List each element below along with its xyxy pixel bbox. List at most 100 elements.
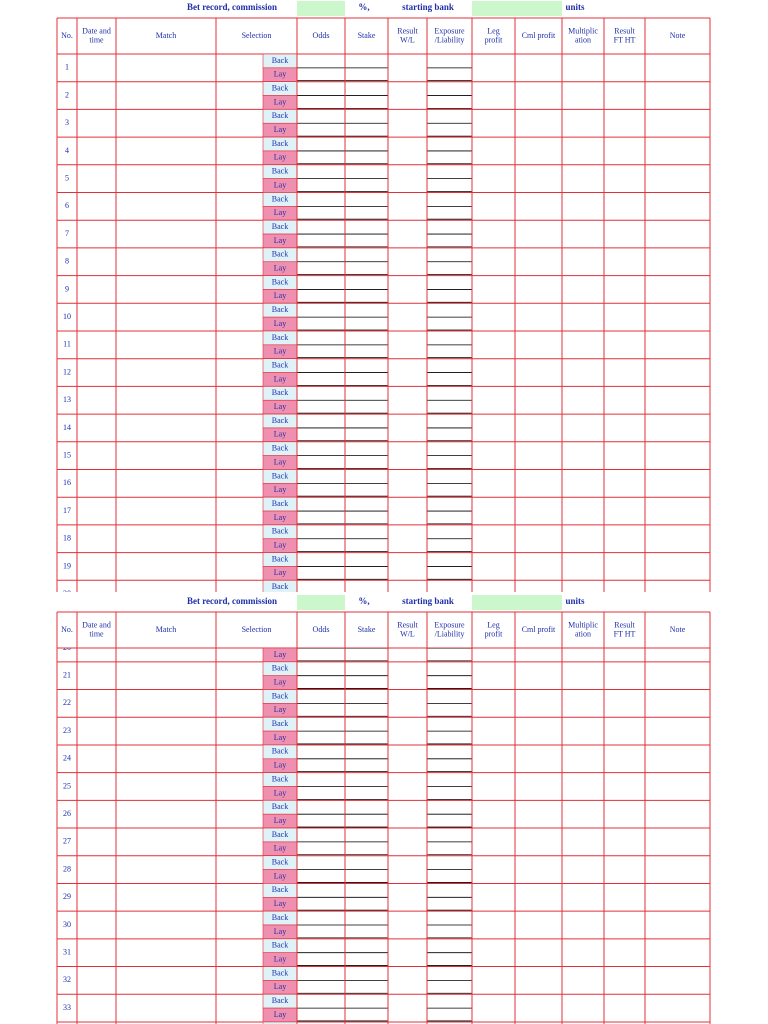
lay-label: Lay	[274, 236, 286, 245]
back-label: Back	[272, 664, 288, 673]
commission-input	[297, 595, 345, 610]
lay-label: Lay	[274, 457, 286, 466]
row-number: 25	[63, 781, 71, 790]
column-header: Stake	[358, 625, 376, 634]
lay-label: Lay	[274, 1010, 286, 1019]
column-header: Exposure	[434, 620, 465, 629]
row-number: 29	[63, 892, 71, 901]
back-label: Back	[272, 56, 288, 65]
back-label: Back	[272, 719, 288, 728]
bank-input	[472, 1, 562, 16]
column-header: Cml profit	[522, 31, 556, 40]
lay-label: Lay	[274, 788, 286, 797]
column-header: profit	[485, 629, 504, 638]
column-header: Result	[397, 620, 418, 629]
section: Bet record, commission%, starting bank uni…	[56, 595, 711, 1024]
back-cell	[262, 648, 298, 649]
back-label: Back	[272, 111, 288, 120]
lay-label: Lay	[274, 264, 286, 273]
lay-label: Lay	[274, 208, 286, 217]
lay-label: Lay	[274, 97, 286, 106]
row-number: 26	[63, 809, 71, 818]
column-header: Date and	[82, 620, 111, 629]
back-label: Back	[272, 885, 288, 894]
lay-label: Lay	[274, 650, 286, 659]
row-number: 20	[63, 643, 71, 652]
lay-label: Lay	[274, 180, 286, 189]
back-label: Back	[272, 554, 288, 563]
column-header: FT HT	[614, 629, 636, 638]
row-number: 31	[63, 948, 71, 957]
column-header: time	[89, 35, 104, 44]
column-header: /Liability	[435, 629, 465, 638]
title: Bet record, commission	[187, 2, 277, 12]
back-label: Back	[272, 691, 288, 700]
row-number: 11	[63, 340, 71, 349]
back-label: Back	[272, 996, 288, 1005]
back-label: Back	[272, 333, 288, 342]
row-number: 1	[65, 63, 69, 72]
back-label: Back	[272, 360, 288, 369]
row-number: 32	[63, 975, 71, 984]
column-header: Selection	[242, 625, 272, 634]
row-number: 21	[63, 671, 71, 680]
lay-label: Lay	[274, 541, 286, 550]
column-header: No.	[61, 625, 73, 634]
column-header: Exposure	[434, 26, 465, 35]
row-number: 13	[63, 395, 71, 404]
back-label: Back	[272, 83, 288, 92]
column-header: No.	[61, 31, 73, 40]
row-number: 19	[63, 561, 71, 570]
row-number: 10	[63, 312, 71, 321]
back-label: Back	[272, 167, 288, 176]
lay-label: Lay	[274, 347, 286, 356]
lay-label: Lay	[274, 871, 286, 880]
row-number: 14	[63, 423, 71, 432]
row-number: 2	[65, 90, 69, 99]
back-label: Back	[272, 941, 288, 950]
lay-label: Lay	[274, 430, 286, 439]
lay-label: Lay	[274, 899, 286, 908]
row-number: 6	[65, 201, 69, 210]
row-number: 24	[63, 754, 71, 763]
title: Bet record, commission	[187, 596, 277, 606]
back-label: Back	[272, 222, 288, 231]
row-number: 9	[65, 284, 69, 293]
column-header: W/L	[400, 35, 415, 44]
lay-label: Lay	[274, 70, 286, 79]
lay-label: Lay	[274, 927, 286, 936]
row-number: 27	[63, 837, 71, 846]
row-number: 3	[65, 118, 69, 127]
back-label: Back	[272, 968, 288, 977]
back-label: Back	[272, 194, 288, 203]
back-label: Back	[272, 471, 288, 480]
units-label: units	[565, 2, 585, 12]
column-header: Stake	[358, 31, 376, 40]
row-number: 4	[65, 146, 69, 155]
row-number: 17	[63, 506, 71, 515]
column-header: FT HT	[614, 35, 636, 44]
back-label: Back	[272, 527, 288, 536]
back-label: Back	[272, 277, 288, 286]
back-label: Back	[272, 636, 288, 645]
row-number: 15	[63, 450, 71, 459]
row-number: 20	[63, 589, 71, 598]
column-header: W/L	[400, 629, 415, 638]
lay-label: Lay	[274, 844, 286, 853]
column-header: ation	[575, 35, 591, 44]
percent-label: %,	[358, 596, 369, 606]
bank-label: starting bank	[402, 596, 454, 606]
bank-input	[472, 595, 562, 610]
column-header: Result	[397, 26, 418, 35]
lay-label: Lay	[274, 816, 286, 825]
back-label: Back	[272, 830, 288, 839]
column-header: Leg	[487, 620, 499, 629]
back-label: Back	[272, 802, 288, 811]
back-label: Back	[272, 774, 288, 783]
row-number: 22	[63, 698, 71, 707]
lay-label: Lay	[274, 705, 286, 714]
lay-label: Lay	[274, 733, 286, 742]
back-cell	[262, 1021, 298, 1024]
row-number: 23	[63, 726, 71, 735]
